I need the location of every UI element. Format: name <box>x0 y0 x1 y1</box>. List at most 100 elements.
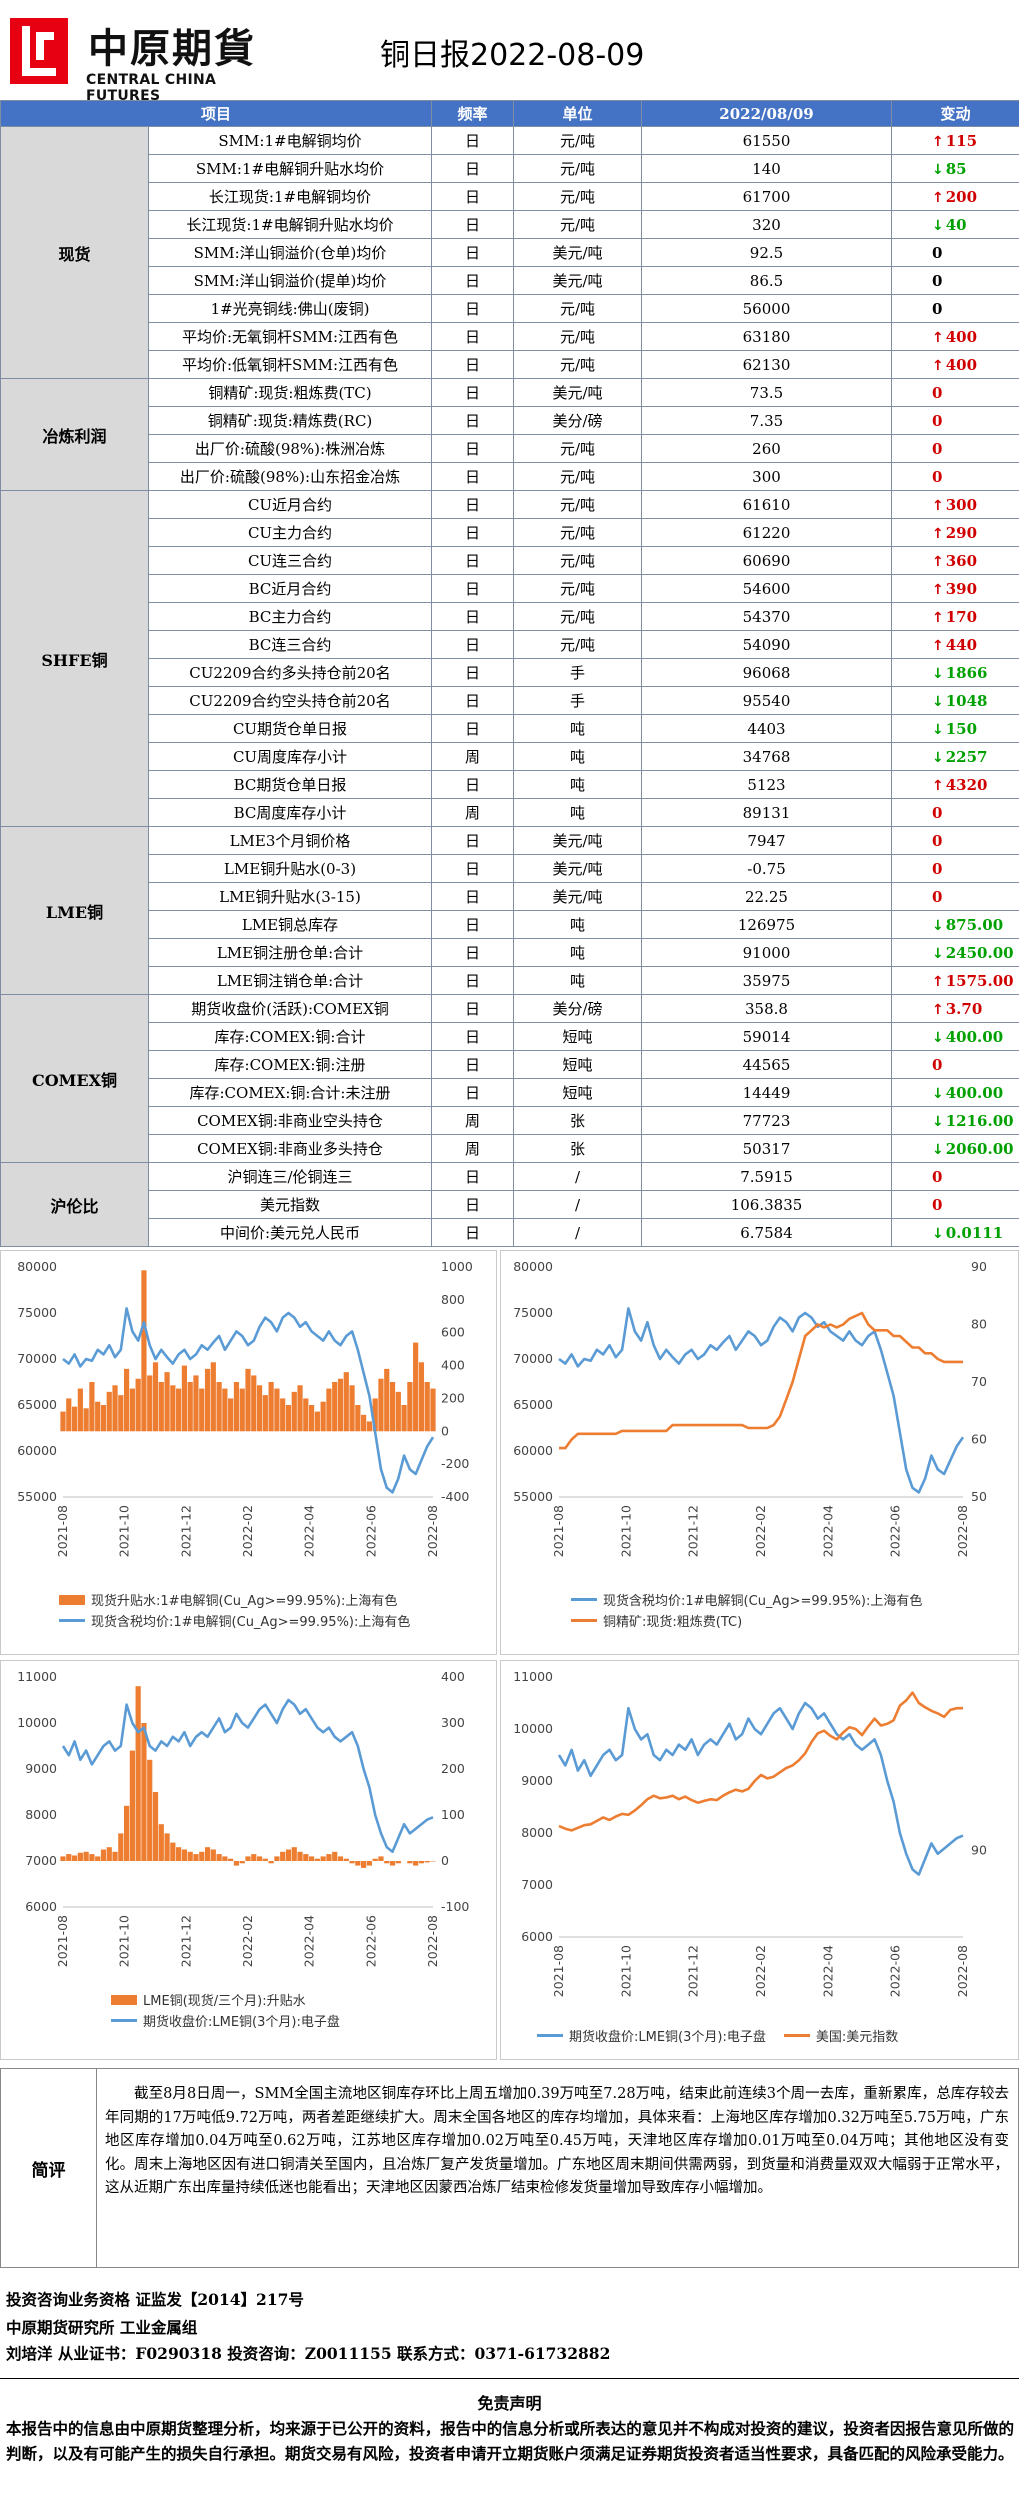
y-right-tick-label: 60 <box>971 1432 987 1447</box>
frequency-cell: 日 <box>431 462 514 491</box>
x-tick-label: 2021-10 <box>117 1505 132 1557</box>
bar <box>83 1851 89 1861</box>
bar <box>389 1382 396 1432</box>
bar <box>176 1847 182 1861</box>
unit-cell: / <box>513 1218 642 1247</box>
bar <box>430 1388 436 1432</box>
table-row: 铜精矿:现货:精炼费(RC) 日美分/磅 7.35 0 <box>1 406 1019 435</box>
frequency-cell: 日 <box>431 350 514 379</box>
table-row: SHFE铜 CU近月合约日元/吨 61610 ↑ 300 <box>0 490 1019 827</box>
table-row: SMM:洋山铜溢价(提单)均价日美元/吨 86.5 0 <box>1 266 1019 295</box>
commentary-text: 截至8月8日周一，SMM全国主流地区铜库存环比上周五增加0.39万吨至7.28万… <box>105 2086 1009 2196</box>
header-unit: 单位 <box>513 100 642 127</box>
item-cell: CU主力合约 <box>148 518 432 547</box>
value-cell: 320 <box>641 210 892 239</box>
bar <box>320 1856 326 1861</box>
bar <box>77 1388 83 1432</box>
frequency-cell: 日 <box>431 910 514 939</box>
item-cell: 期货收盘价(活跃):COMEX铜 <box>148 994 432 1023</box>
change-cell: ↑ 170 <box>891 602 1019 631</box>
chart-price-vs-tc: 55000 60000 65000 70000 75000 80000 50 60 70 80 90… <box>500 1250 1019 1655</box>
header-frequency: 频率 <box>431 100 514 127</box>
change-cell: ↓ 1048 <box>891 686 1019 715</box>
bar <box>326 1854 332 1861</box>
bar <box>245 1368 251 1432</box>
frequency-cell: 日 <box>431 1078 514 1107</box>
arrow-down-icon: ↓ <box>932 1029 944 1046</box>
value-cell: 54090 <box>641 630 892 659</box>
bar <box>337 1856 344 1861</box>
unit-cell: 元/吨 <box>513 126 642 155</box>
bar <box>216 1382 222 1432</box>
report-title: 铜日报2022-08-09 <box>380 38 645 73</box>
logo-chinese-name: 中原期貨 <box>88 26 256 72</box>
legend-swatch <box>571 1619 597 1622</box>
change-cell: ↑ 400 <box>891 350 1019 379</box>
change-value: 0 <box>932 271 943 290</box>
value-cell: 14449 <box>641 1078 892 1107</box>
arrow-down-icon: ↓ <box>932 1141 944 1158</box>
bar <box>222 1388 228 1432</box>
arrow-up-icon: ↑ <box>932 497 944 514</box>
change-value: 400.00 <box>945 1083 1004 1102</box>
frequency-cell: 周 <box>431 1134 514 1163</box>
bar <box>314 1858 320 1861</box>
table-row: 平均价:无氧铜杆SMM:江西有色日元/吨 63180 ↑ 400 <box>1 322 1019 351</box>
bar <box>170 1842 176 1861</box>
report-header: 中原期貨 CENTRAL CHINA FUTURES 铜日报2022-08-09 <box>0 0 1019 104</box>
bar <box>384 1368 390 1432</box>
frequency-cell: 日 <box>431 966 514 995</box>
y-left-tick-label: 80000 <box>513 1259 553 1274</box>
change-value: 2450.00 <box>945 943 1014 962</box>
frequency-cell: 日 <box>431 210 514 239</box>
change-cell: ↓ 1216.00 <box>891 1106 1019 1135</box>
change-value: 390 <box>945 579 978 598</box>
change-value: 40 <box>945 215 967 234</box>
change-value: 400 <box>945 327 978 346</box>
arrow-up-icon: ↑ <box>932 329 944 346</box>
y-left-tick-label: 55000 <box>17 1489 57 1504</box>
frequency-cell: 日 <box>431 322 514 351</box>
frequency-cell: 日 <box>431 406 514 435</box>
y-right-tick-label: 90 <box>971 1259 987 1274</box>
header-date: 2022/08/09 <box>641 100 892 127</box>
table-row: LME铜总库存日吨 126975 ↓ 875.00 <box>1 910 1019 939</box>
bar <box>193 1375 199 1432</box>
change-cell: ↑ 3.70 <box>891 994 1019 1023</box>
table-row: COMEX铜 期货收盘价(活跃):COMEX铜日美分/磅 358.8 ↑ 3.70 <box>0 994 1019 1163</box>
bar <box>274 1388 280 1432</box>
chart-legend: 现货含税均价:1#电解铜(Cu_Ag>=99.95%):上海有色 铜精矿:现货:… <box>571 1589 922 1631</box>
bar <box>389 1861 396 1866</box>
change-cell: 0 <box>891 294 1019 323</box>
unit-cell: 手 <box>513 658 642 687</box>
value-cell: 77723 <box>641 1106 892 1135</box>
disclaimer-text: 本报告中的信息由中原期货整理分析，均来源于已公开的资料，报告中的信息分析或所表达… <box>6 2419 1014 2463</box>
arrow-down-icon: ↓ <box>932 1113 944 1130</box>
item-cell: CU连三合约 <box>148 546 432 575</box>
bar <box>228 1398 234 1432</box>
x-tick-label: 2021-12 <box>686 1945 701 1997</box>
bar <box>366 1421 373 1432</box>
unit-cell: 元/吨 <box>513 462 642 491</box>
y-left-tick-label: 60000 <box>513 1443 553 1458</box>
bar <box>349 1385 355 1432</box>
item-cell: BC近月合约 <box>148 574 432 603</box>
change-value: 0 <box>932 467 943 486</box>
unit-cell: 元/吨 <box>513 574 642 603</box>
bar <box>135 1686 141 1861</box>
frequency-cell: 日 <box>431 182 514 211</box>
company-logo: 中原期貨 CENTRAL CHINA FUTURES <box>10 10 270 104</box>
x-tick-label: 2021-08 <box>551 1945 566 1997</box>
bar <box>164 1372 170 1432</box>
bar <box>199 1851 205 1861</box>
value-cell: 44565 <box>641 1050 892 1079</box>
frequency-cell: 日 <box>431 238 514 267</box>
x-tick-label: 2022-02 <box>753 1945 768 1997</box>
value-cell: 54600 <box>641 574 892 603</box>
chart-legend: 期货收盘价:LME铜(3个月):电子盘 美国:美元指数 <box>537 2025 898 2046</box>
x-tick-label: 2022-04 <box>820 1505 835 1557</box>
frequency-cell: 日 <box>431 658 514 687</box>
bar <box>355 1861 361 1866</box>
bar <box>384 1861 390 1864</box>
legend-swatch <box>59 1619 85 1622</box>
